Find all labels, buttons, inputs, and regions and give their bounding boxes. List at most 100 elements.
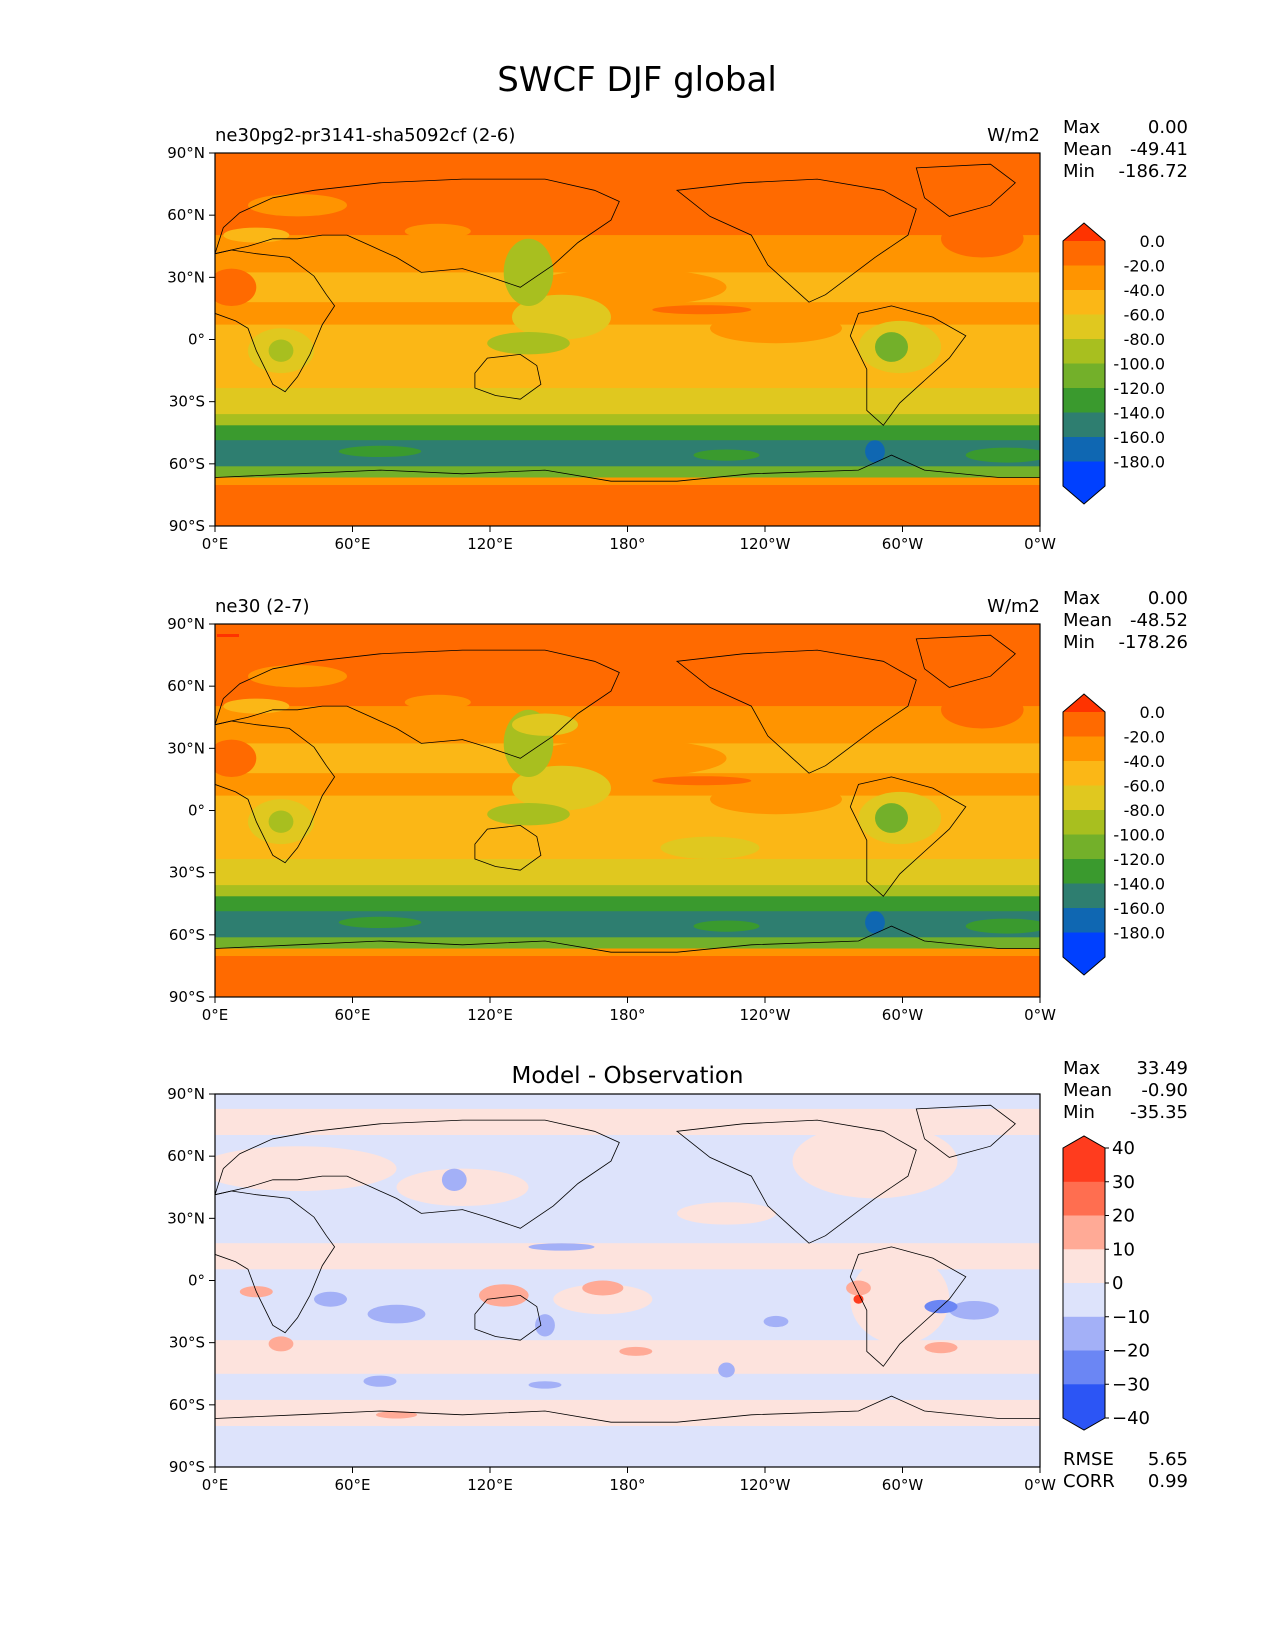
field-band (215, 425, 1040, 441)
colorbar-extend-min (1063, 932, 1105, 975)
y-tick-label: 90°S (169, 1458, 205, 1476)
coastline-greenland (915, 163, 1016, 217)
field-blob (268, 1336, 294, 1352)
colorbar-segment (1063, 1350, 1105, 1385)
field-blob (215, 268, 257, 306)
stat-label: Max (1063, 1058, 1101, 1079)
field-blob (528, 1381, 562, 1389)
x-tick-label: 180° (609, 1006, 645, 1024)
coastline-samerica (849, 776, 967, 897)
colorbar-tick-label: −40 (1112, 1408, 1150, 1429)
figure-title: SWCF DJF global (497, 60, 777, 100)
panel-title: Model - Observation (511, 1063, 743, 1089)
field-blob (338, 916, 422, 929)
panels: ne30pg2-pr3141-sha5092cf (2-6) W/m2 0.0 -20… (167, 117, 1188, 1494)
field-blob (268, 810, 294, 833)
metric-label: RMSE (1063, 1449, 1114, 1470)
colorbar-tick-label: -80.0 (1124, 330, 1165, 349)
x-tick-label: 120°W (740, 1006, 791, 1024)
colorbar-segment (1063, 1181, 1105, 1216)
stat-value: 0.00 (1148, 588, 1188, 609)
field-blob (865, 440, 885, 463)
colorbar-segment (1063, 265, 1105, 291)
field-blob (223, 698, 290, 714)
coastline-australia (474, 353, 542, 400)
field-blob (487, 332, 570, 355)
field-blob (248, 665, 347, 688)
field-band (215, 624, 1040, 707)
colorbar-segment (1063, 1215, 1105, 1250)
coastline-eurasia (215, 178, 620, 288)
stat-value: -0.90 (1141, 1080, 1188, 1101)
field-blob (850, 1254, 950, 1344)
y-tick-label: 60°S (169, 1396, 205, 1414)
colorbar-tick-label: -60.0 (1124, 777, 1165, 796)
field-blob (693, 920, 760, 932)
contour-field (215, 1094, 1040, 1467)
colorbar-extend-max (1063, 694, 1105, 712)
field-blob (363, 1375, 397, 1387)
colorbar-segment (1063, 241, 1105, 266)
colorbar-tick-label: 20 (1112, 1206, 1135, 1227)
y-tick-label: 60°N (167, 1147, 205, 1165)
colorbar-outline (1062, 222, 1106, 505)
x-tick-label: 120°W (740, 1476, 791, 1494)
field-band (215, 1399, 1040, 1426)
coastline-australia (474, 1294, 542, 1341)
field-band (215, 153, 1040, 236)
field-band (215, 859, 1040, 886)
field-blob (763, 1315, 789, 1328)
field-blob (215, 1146, 397, 1191)
field-band (215, 466, 1040, 478)
x-tick-label: 0°E (202, 535, 229, 553)
stat-label: Max (1063, 117, 1101, 138)
x-tick-label: 180° (609, 535, 645, 553)
field-blob (853, 1294, 864, 1304)
colorbar-extend-min (1063, 461, 1105, 504)
field-blob (215, 739, 257, 777)
coastline-africa (215, 249, 336, 393)
colorbar-tick-label: -100.0 (1113, 355, 1165, 374)
colorbar-segment (1063, 1316, 1105, 1351)
colorbar-segment (1063, 339, 1105, 364)
x-tick-label: 0°E (202, 1476, 229, 1494)
colorbar-outline (1062, 693, 1106, 976)
x-tick-label: 120°E (467, 1006, 513, 1024)
stat-value: -186.72 (1119, 161, 1188, 182)
colorbar-tick-label: 30 (1112, 1172, 1135, 1193)
stat-value: -49.41 (1130, 139, 1188, 160)
field-band (215, 1340, 1040, 1374)
y-tick-label: 90°N (167, 144, 205, 162)
field-blob (248, 194, 347, 217)
field-blob (582, 1280, 624, 1296)
y-tick-label: 90°N (167, 615, 205, 633)
x-tick-label: 120°E (467, 1476, 513, 1494)
colorbar-tick-label: -40.0 (1124, 752, 1165, 771)
field-blob (367, 1304, 426, 1324)
field-blob (512, 294, 611, 340)
field-band (215, 885, 1040, 897)
field-blob (553, 1284, 653, 1315)
field-blob (949, 1301, 999, 1320)
colorbar-tick-label: −10 (1112, 1307, 1150, 1328)
colorbar-tick-label: -80.0 (1124, 801, 1165, 820)
colorbar-segment (1063, 1384, 1105, 1419)
colorbar-tick-label: 0.0 (1140, 232, 1165, 251)
colorbar-tick-label: -20.0 (1124, 728, 1165, 747)
field-blob (223, 227, 290, 243)
field-blob (677, 1202, 776, 1225)
colorbar-segment (1063, 834, 1105, 860)
colorbar-tick-label: -100.0 (1113, 826, 1165, 845)
coastline-namerica (675, 649, 917, 774)
coastline-samerica (849, 305, 967, 426)
field-blob (441, 1168, 467, 1192)
x-tick-label: 60°E (334, 535, 370, 553)
stat-label: Max (1063, 588, 1101, 609)
field-blob (875, 803, 908, 833)
stat-value: -178.26 (1119, 632, 1188, 653)
field-blob (268, 339, 294, 362)
field-blob (652, 305, 752, 315)
colorbar-tick-label: -40.0 (1124, 281, 1165, 300)
colorbar-tick-label: -180.0 (1113, 453, 1165, 472)
